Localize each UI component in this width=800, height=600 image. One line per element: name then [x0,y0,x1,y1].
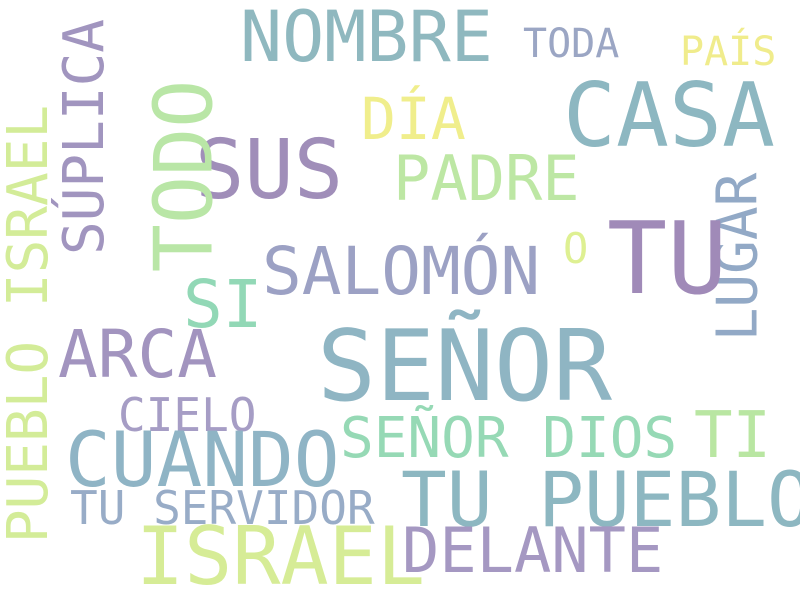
word-delante: DELANTE [402,514,664,587]
word-tu-large: TU [607,200,728,317]
word-casa: CASA [563,64,775,167]
word-dia: DÍA [361,85,466,153]
word-suplica: SÚPLICA [52,18,118,256]
word-senor-dios: SEÑOR DIOS [340,406,678,471]
word-tu-servidor: TU SERVIDOR [70,481,375,535]
word-pais: PAÍS [680,29,777,75]
word-ti: TI [694,399,772,473]
word-toda: TODA [523,21,620,67]
word-salomon: SALOMÓN [262,233,541,310]
word-arca: ARCA [58,316,217,393]
word-pueblo-israel: PUEBLO ISRAEL [0,104,62,544]
word-padre: PADRE [393,142,580,215]
word-todo: TODO [137,79,231,273]
word-cielo: CIELO [118,388,257,442]
word-cuando: CUANDO [65,415,340,504]
word-si: SI [183,266,263,343]
word-tu-pueblo: TU PUEBLO [401,455,800,544]
word-sus: SUS [195,123,344,218]
word-senor-large: SEÑOR [317,310,613,424]
word-nombre: NOMBRE [240,0,493,78]
word-o: O [563,224,589,273]
word-israel: ISRAEL [136,510,425,600]
